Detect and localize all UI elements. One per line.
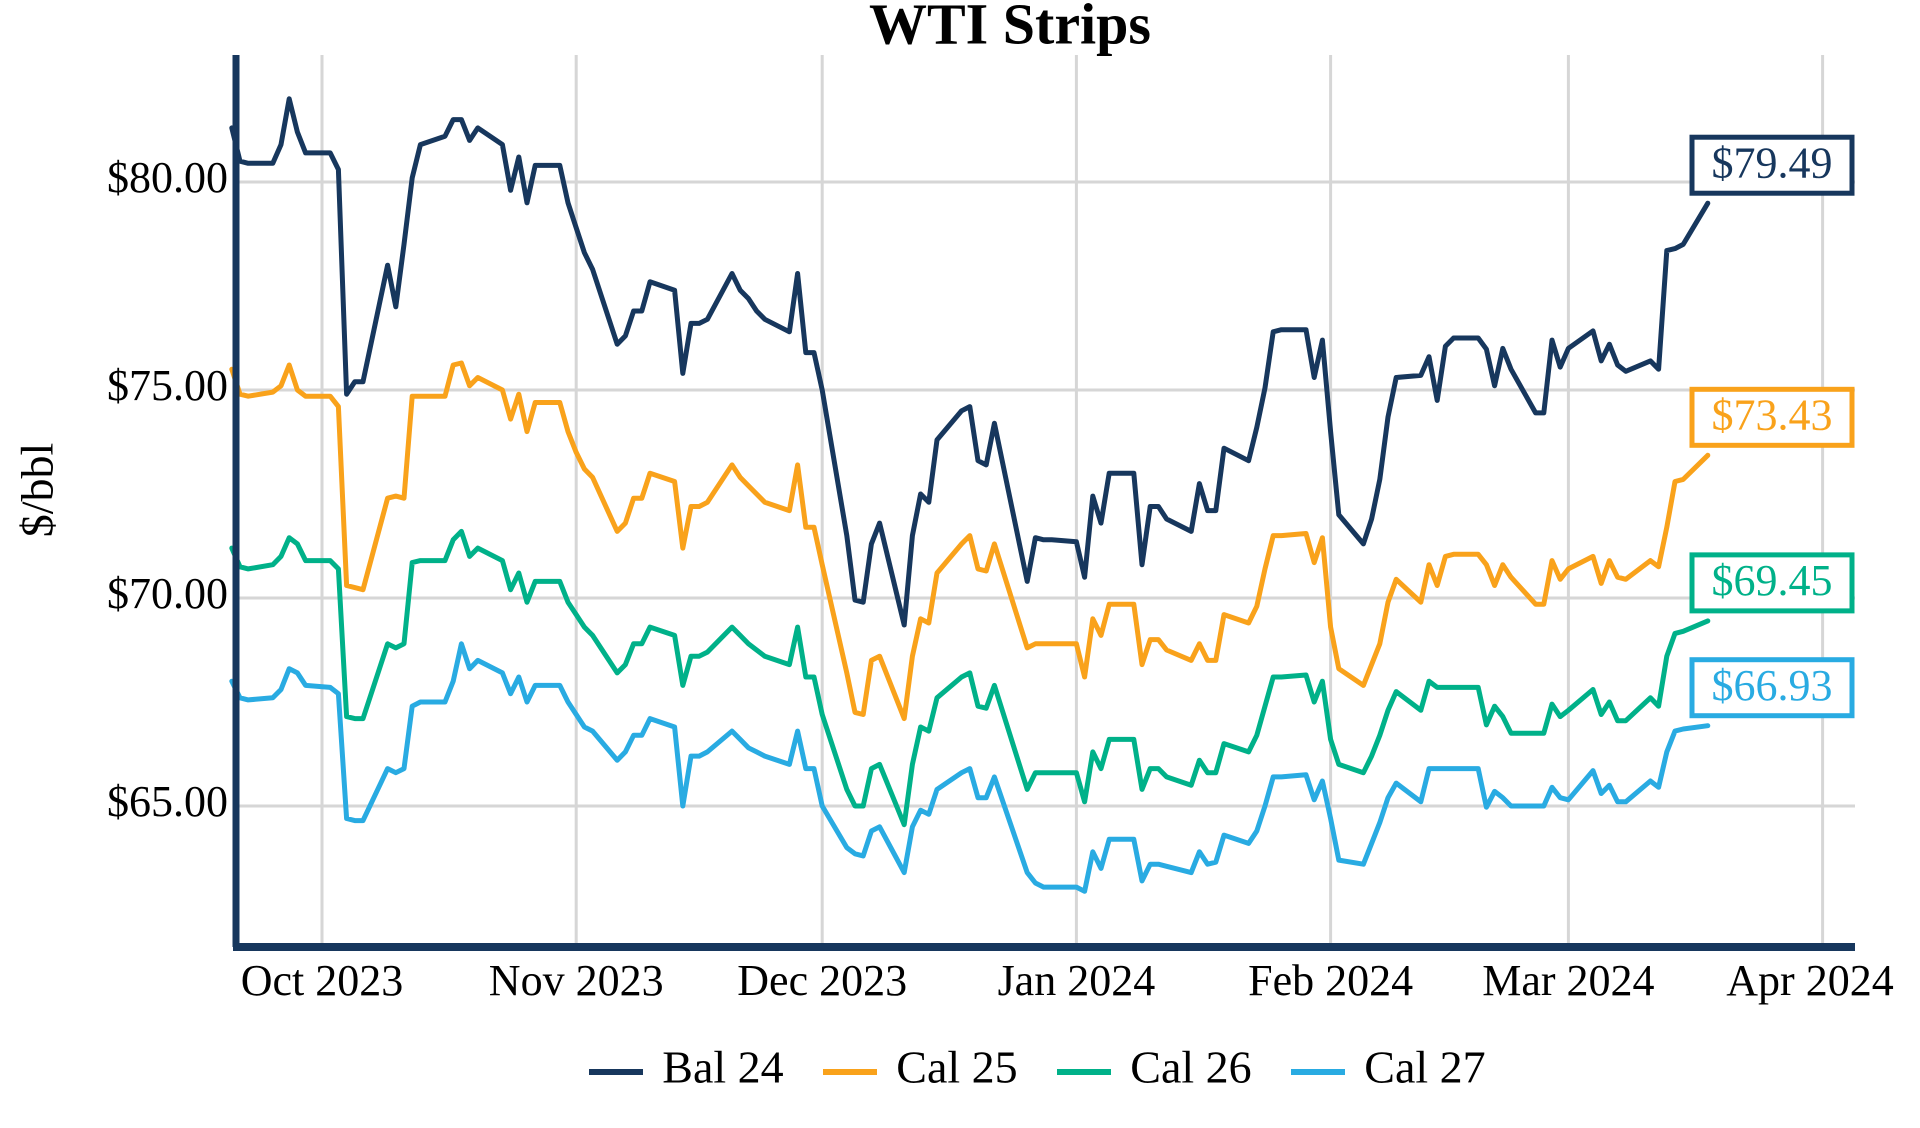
y-tick-label: $80.00 xyxy=(107,153,228,202)
end-label-box-cal25 xyxy=(1689,386,1855,448)
chart-title: WTI Strips xyxy=(869,0,1151,56)
y-tick-label: $70.00 xyxy=(107,569,228,618)
end-label-text: $69.45 xyxy=(1712,556,1833,605)
x-tick-label: Apr 2024 xyxy=(1726,956,1893,1005)
legend-label-cal26: Cal 26 xyxy=(1130,1042,1251,1093)
end-label-box-cal27 xyxy=(1689,657,1855,719)
x-tick-label: Mar 2024 xyxy=(1482,956,1654,1005)
legend-label-bal24: Bal 24 xyxy=(662,1042,783,1093)
series-line-cal25 xyxy=(229,360,1711,722)
x-tick-label: Nov 2023 xyxy=(489,956,664,1005)
series-line-cal27 xyxy=(229,641,1711,894)
x-tick-label: Jan 2024 xyxy=(998,956,1156,1005)
end-label-box-cal26 xyxy=(1689,552,1855,614)
y-axis-label: $/bbl xyxy=(12,443,63,538)
y-tick-label: $65.00 xyxy=(107,777,228,826)
y-tick-label: $75.00 xyxy=(107,361,228,410)
end-label-text: $66.93 xyxy=(1712,661,1833,710)
x-tick-label: Dec 2023 xyxy=(737,956,907,1005)
x-tick-label: Oct 2023 xyxy=(241,956,404,1005)
series-line-bal24 xyxy=(229,96,1711,628)
end-label-text: $73.43 xyxy=(1712,390,1833,439)
legend-label-cal25: Cal 25 xyxy=(896,1042,1017,1093)
legend-label-cal27: Cal 27 xyxy=(1364,1042,1485,1093)
x-tick-label: Feb 2024 xyxy=(1248,956,1413,1005)
series-line-cal26 xyxy=(229,528,1711,828)
end-label-box-bal24 xyxy=(1689,134,1855,196)
end-label-text: $79.49 xyxy=(1712,138,1833,187)
